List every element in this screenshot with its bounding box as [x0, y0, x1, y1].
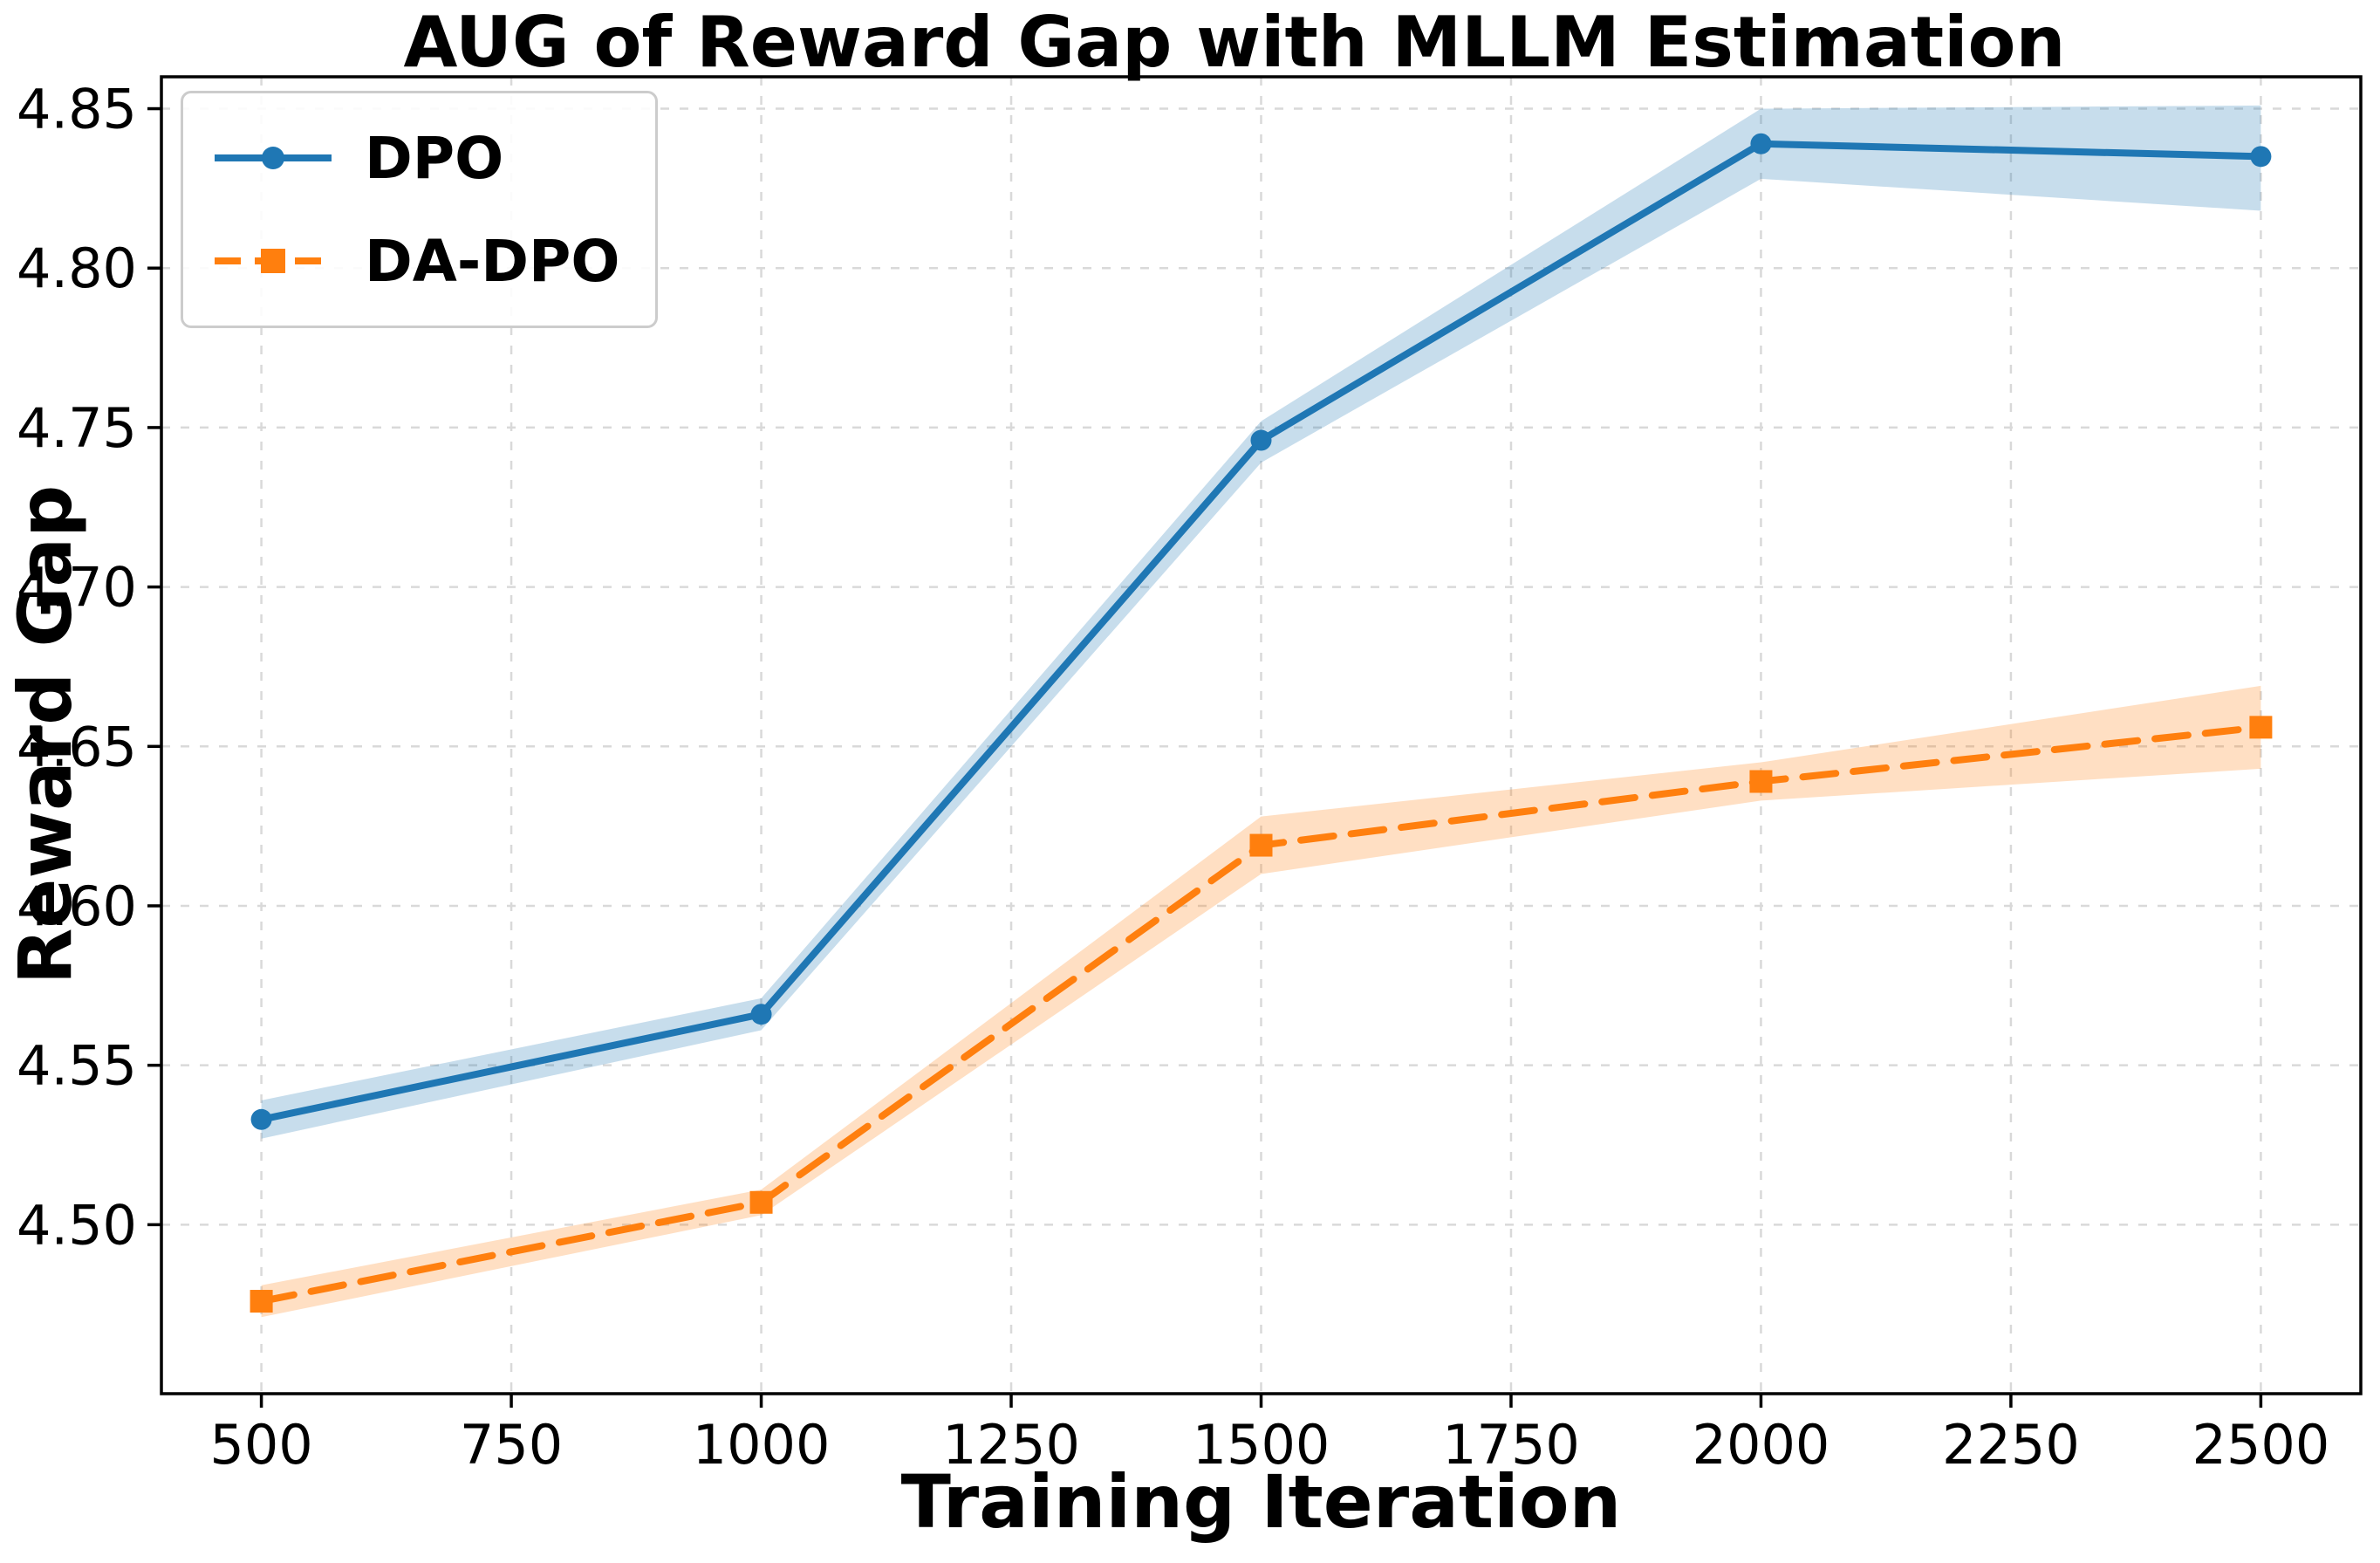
x-tick-label: 2500	[2192, 1413, 2330, 1477]
y-axis-label: Reward Gap	[3, 484, 88, 985]
legend: DPO DA-DPO	[181, 91, 658, 328]
legend-label-da-dpo: DA-DPO	[365, 227, 620, 295]
x-tick-label: 1500	[1193, 1413, 1330, 1477]
x-tick-label: 2250	[1942, 1413, 2080, 1477]
dpo-marker-icon	[250, 1108, 272, 1130]
x-tick-label: 500	[209, 1413, 312, 1477]
da-dpo-legend-marker-icon	[261, 249, 285, 273]
da-dpo-marker-icon	[749, 1190, 773, 1214]
dpo-marker-icon	[2250, 146, 2272, 168]
legend-label-dpo: DPO	[365, 124, 504, 192]
da-dpo-marker-icon	[250, 1290, 273, 1313]
chart-title: AUG of Reward Gap with MLLM Estimation	[403, 2, 2066, 83]
y-tick-label: 4.70	[17, 556, 137, 620]
x-tick-label: 1000	[693, 1413, 831, 1477]
dpo-legend-marker-icon	[262, 147, 284, 169]
legend-entry-da-dpo: DA-DPO	[208, 216, 620, 306]
x-tick-label: 750	[460, 1413, 563, 1477]
x-tick-label: 1250	[942, 1413, 1080, 1477]
dpo-line-sample-icon	[215, 147, 332, 169]
y-tick-label: 4.75	[17, 396, 137, 460]
da-dpo-marker-icon	[2249, 716, 2273, 739]
da-dpo-marker-icon	[1249, 833, 1273, 857]
da-dpo-line-sample-icon	[215, 249, 332, 273]
x-tick-label: 2000	[1693, 1413, 1830, 1477]
y-tick-label: 4.65	[17, 715, 137, 778]
y-tick-label: 4.80	[17, 237, 137, 300]
x-tick-label: 1750	[1442, 1413, 1580, 1477]
dpo-marker-icon	[1750, 133, 1772, 154]
y-tick-label: 4.50	[17, 1193, 137, 1257]
y-tick-label: 4.60	[17, 874, 137, 938]
y-tick-label: 4.55	[17, 1034, 137, 1098]
da-dpo-marker-icon	[1749, 770, 1773, 793]
dpo-marker-icon	[750, 1004, 772, 1025]
x-axis-label: Training Iteration	[900, 1459, 1622, 1545]
legend-entry-dpo: DPO	[208, 113, 620, 203]
y-tick-label: 4.85	[17, 78, 137, 141]
dpo-marker-icon	[1250, 429, 1272, 451]
